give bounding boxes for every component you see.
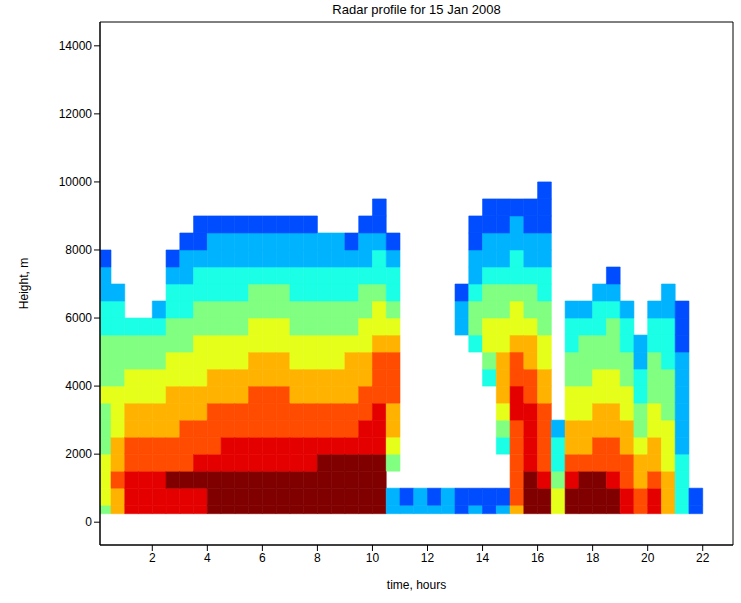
svg-text:16: 16 <box>531 551 545 565</box>
html-text:Radar profile for 15 Jan 2008: Radar profile for 15 Jan 2008 <box>332 2 501 17</box>
svg-text:14: 14 <box>476 551 490 565</box>
svg-text:4: 4 <box>204 551 211 565</box>
svg-text:8: 8 <box>314 551 321 565</box>
svg-text:22: 22 <box>696 551 710 565</box>
svg-text:12000: 12000 <box>59 107 93 121</box>
svg-text:18: 18 <box>586 551 600 565</box>
svg-text:Height, m: Height, m <box>17 258 31 309</box>
svg-text:0: 0 <box>85 515 92 529</box>
svg-text:6: 6 <box>259 551 266 565</box>
svg-text:10: 10 <box>366 551 380 565</box>
svg-text:8000: 8000 <box>65 243 92 257</box>
svg-text:2: 2 <box>149 551 156 565</box>
svg-text:14000: 14000 <box>59 39 93 53</box>
svg-text:6000: 6000 <box>65 311 92 325</box>
svg-text:time, hours: time, hours <box>387 578 446 592</box>
svg-text:2000: 2000 <box>65 447 92 461</box>
svg-text:12: 12 <box>421 551 435 565</box>
svg-text:10000: 10000 <box>59 175 93 189</box>
svg-text:4000: 4000 <box>65 379 92 393</box>
svg-text:20: 20 <box>641 551 655 565</box>
